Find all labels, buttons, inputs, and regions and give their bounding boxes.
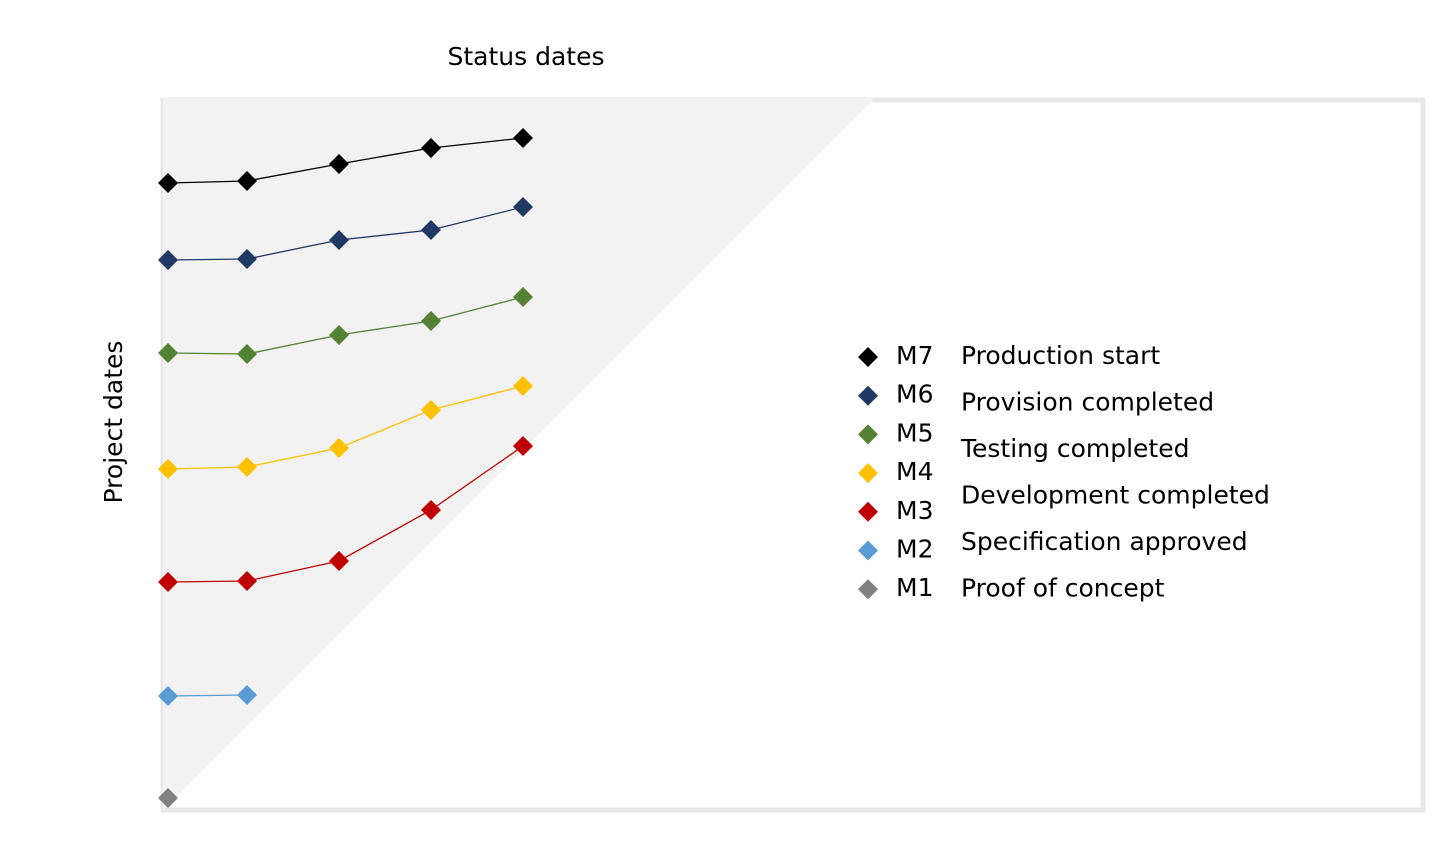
- legend-marker: [858, 463, 878, 484]
- marker: [237, 571, 257, 591]
- legend-description: Production start: [961, 341, 1160, 370]
- marker: [237, 171, 257, 191]
- marker: [513, 197, 533, 217]
- marker: [329, 154, 349, 174]
- legend-label: M5: [896, 418, 933, 447]
- legend-label: M3: [896, 496, 933, 525]
- marker: [421, 311, 441, 331]
- legend-marker: [858, 385, 878, 406]
- marker: [158, 686, 178, 706]
- legend-marker: [858, 540, 878, 561]
- x-axis-label: Status dates: [447, 42, 604, 71]
- marker: [237, 344, 257, 364]
- legend-marker: [858, 424, 878, 445]
- legend-description: Testing completed: [960, 434, 1189, 463]
- marker: [237, 249, 257, 269]
- marker: [329, 551, 349, 571]
- marker: [421, 220, 441, 240]
- legend-marker: [858, 579, 878, 600]
- marker: [158, 173, 178, 193]
- marker: [513, 376, 533, 396]
- marker: [329, 325, 349, 345]
- y-axis-label: Project dates: [99, 341, 128, 504]
- legend-description: Specification approved: [961, 527, 1248, 556]
- legend-description: Development completed: [961, 481, 1270, 510]
- legend-marker: [858, 501, 878, 522]
- marker: [329, 438, 349, 458]
- marker: [513, 287, 533, 307]
- background: [163, 98, 873, 810]
- marker: [513, 128, 533, 148]
- legend-label: M7: [896, 341, 933, 370]
- marker: [421, 138, 441, 158]
- legend-description: Provision completed: [961, 388, 1214, 417]
- marker: [158, 250, 178, 270]
- marker: [158, 343, 178, 363]
- legend-label: M6: [896, 380, 933, 409]
- marker: [237, 685, 257, 705]
- marker: [158, 788, 178, 808]
- marker: [421, 500, 441, 520]
- marker: [513, 436, 533, 456]
- marker: [329, 230, 349, 250]
- series-line: [167, 694, 248, 697]
- legend-marker: [858, 347, 878, 367]
- legend-description: Proof of concept: [961, 574, 1165, 603]
- legend-label: M2: [896, 535, 933, 564]
- shaded-region: [163, 98, 873, 810]
- marker: [421, 400, 441, 420]
- marker: [158, 572, 178, 592]
- marker: [237, 457, 257, 477]
- legend-label: M1: [896, 573, 933, 602]
- marker: [158, 459, 178, 479]
- legend-label: M4: [896, 457, 933, 486]
